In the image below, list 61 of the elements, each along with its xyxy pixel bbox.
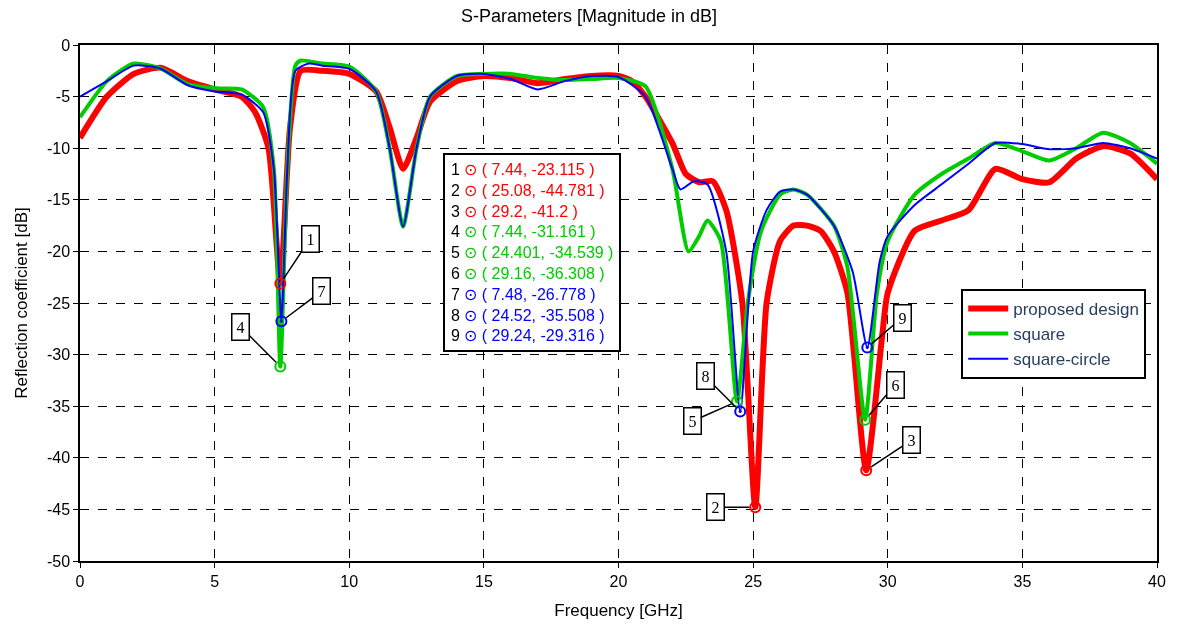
text: 7 — [451, 285, 460, 303]
annotation: ⊙ ( 7.48, -26.778 ) — [464, 285, 596, 303]
annotation: 6 — [891, 376, 900, 394]
annotation: 9 — [898, 309, 907, 327]
y-tick-label: -50 — [46, 552, 71, 570]
x-tick-label: 35 — [1013, 572, 1032, 590]
y-tick-label: -40 — [46, 449, 71, 467]
annotation: ⊙ ( 29.2, -41.2 ) — [464, 202, 578, 220]
y-tick-label: -10 — [46, 139, 71, 157]
annotation: 3 — [907, 431, 916, 449]
point — [275, 315, 288, 328]
text: 6 — [451, 265, 460, 282]
x-tick-label: 5 — [210, 572, 220, 590]
annotation: ⊙ ( 24.401, -34.539 ) — [464, 244, 614, 262]
x-tick-label: 0 — [75, 572, 85, 590]
y-tick-label: 0 — [61, 36, 71, 54]
point — [274, 277, 287, 290]
x-tick-label: 25 — [744, 572, 763, 590]
annotation: ⊙ ( 29.16, -36.308 ) — [464, 265, 605, 282]
point — [731, 395, 743, 408]
point — [749, 501, 762, 514]
annotation: ⊙ ( 24.52, -35.508 ) — [464, 306, 605, 324]
annotation: 5 — [688, 412, 697, 430]
text: 4 — [451, 223, 460, 241]
annotation: ⊙ ( 25.08, -44.781 ) — [464, 181, 605, 199]
x-tick-label: 10 — [340, 572, 359, 590]
legend-label: proposed design — [1013, 300, 1139, 320]
text: 8 — [451, 306, 460, 324]
annotation: ⊙ ( 29.24, -29.316 ) — [464, 327, 605, 345]
text: 3 — [451, 202, 460, 220]
y-tick-label: -30 — [46, 346, 71, 364]
legend-label: square-circle — [1013, 350, 1111, 370]
annotation: ⊙ ( 7.44, -23.115 ) — [464, 161, 595, 178]
point — [859, 413, 872, 426]
x-tick-label: 15 — [474, 572, 493, 590]
x-axis-title: Frequency [GHz] — [554, 600, 683, 620]
annotation: 2 — [711, 498, 720, 516]
annotation: 7 — [317, 282, 326, 300]
annotation: 8 — [701, 367, 710, 385]
y-tick-label: -35 — [46, 397, 71, 415]
annotation: 4 — [236, 318, 245, 336]
point — [861, 341, 874, 354]
y-tick-label: -25 — [46, 294, 71, 312]
text: 1 — [451, 161, 460, 178]
y-tick-label: -45 — [46, 501, 71, 518]
x-tick-label: 40 — [1148, 572, 1166, 590]
point — [274, 360, 287, 373]
legend-label: square — [1013, 325, 1066, 345]
text: 5 — [451, 244, 460, 262]
annotation: ⊙ ( 7.44, -31.161 ) — [464, 223, 596, 241]
annotation: 1 — [306, 230, 315, 248]
text: 2 — [451, 181, 460, 199]
chart-title: S-Parameters [Magnitude in dB] — [460, 6, 718, 27]
x-tick-label: 30 — [878, 572, 897, 590]
y-tick-label: -20 — [46, 243, 71, 260]
y-tick-label: -15 — [46, 191, 71, 209]
text: 9 — [451, 327, 460, 345]
y-axis-title: Reflection coefficient [dB] — [11, 207, 31, 399]
y-tick-label: -5 — [55, 88, 71, 106]
point — [734, 405, 747, 418]
x-tick-label: 20 — [609, 572, 628, 590]
